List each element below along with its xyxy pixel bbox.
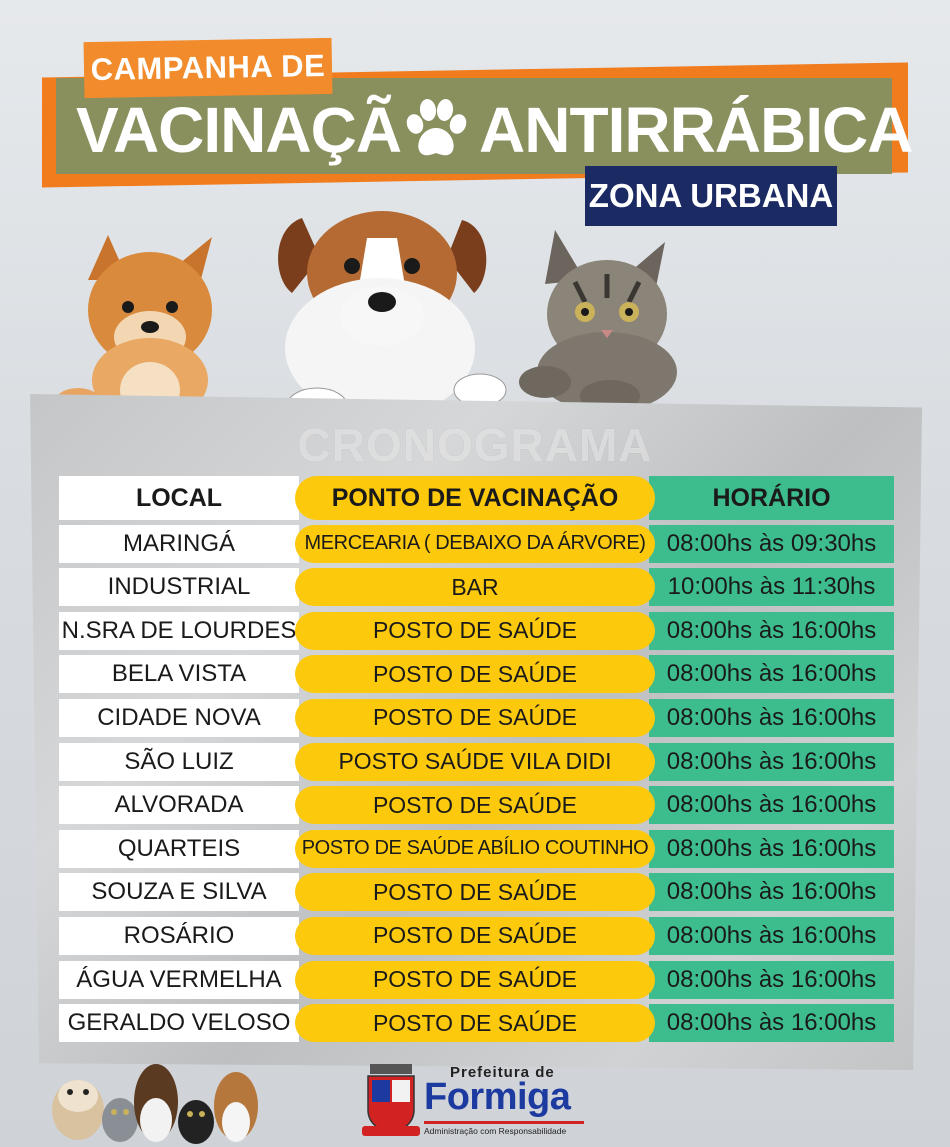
- table-row: ROSÁRIO POSTO DE SAÚDE 08:00hs às 16:00h…: [59, 916, 894, 961]
- row-local: ROSÁRIO: [59, 916, 299, 955]
- row-local: INDUSTRIAL: [59, 568, 299, 607]
- prefeitura-label: Prefeitura de: [450, 1064, 555, 1081]
- row-local: GERALDO VELOSO: [59, 1004, 299, 1043]
- title-left: VACINAÇÃ: [76, 94, 402, 166]
- table-row: BELA VISTA POSTO DE SAÚDE 08:00hs às 16:…: [59, 655, 894, 699]
- header-horario: HORÁRIO: [649, 476, 894, 520]
- table-row: MARINGÁ MERCEARIA ( DEBAIXO DA ÁRVORE) 0…: [59, 524, 894, 569]
- row-ponto: POSTO DE SAÚDE: [295, 916, 655, 955]
- jack-russell-dog-image: [278, 211, 507, 425]
- row-horario: 10:00hs às 11:30hs: [649, 568, 894, 607]
- table-row: ÁGUA VERMELHA POSTO DE SAÚDE 08:00hs às …: [59, 960, 894, 1005]
- row-local: CIDADE NOVA: [59, 698, 299, 737]
- table-row: INDUSTRIAL BAR 10:00hs às 11:30hs: [59, 568, 894, 612]
- row-horario: 08:00hs às 16:00hs: [649, 611, 894, 650]
- row-ponto: POSTO DE SAÚDE: [295, 1004, 655, 1043]
- row-local: BELA VISTA: [59, 655, 299, 694]
- schedule-table: LOCAL PONTO DE VACINAÇÃO HORÁRIO MARINGÁ…: [59, 476, 894, 1048]
- row-local: SÃO LUIZ: [59, 742, 299, 781]
- table-row: ALVORADA POSTO DE SAÚDE 08:00hs às 16:00…: [59, 786, 894, 830]
- table-row: SOUZA E SILVA POSTO DE SAÚDE 08:00hs às …: [59, 873, 894, 917]
- table-row: CIDADE NOVA POSTO DE SAÚDE 08:00hs às 16…: [59, 698, 894, 743]
- table-header-row: LOCAL PONTO DE VACINAÇÃO HORÁRIO: [59, 476, 894, 520]
- tabby-cat-image: [519, 230, 677, 412]
- city-name: Formiga: [424, 1076, 571, 1118]
- row-ponto: BAR: [295, 568, 655, 607]
- row-ponto: POSTO DE SAÚDE: [295, 786, 655, 825]
- row-horario: 08:00hs às 16:00hs: [649, 698, 894, 737]
- table-row: GERALDO VELOSO POSTO DE SAÚDE 08:00hs às…: [59, 1004, 894, 1048]
- zone-tag: ZONA URBANA: [585, 166, 837, 226]
- row-local: ALVORADA: [59, 786, 299, 825]
- table-row: QUARTEIS POSTO DE SAÚDE ABÍLIO COUTINHO …: [59, 829, 894, 874]
- title-right: ANTIRRÁBICA: [479, 94, 913, 166]
- row-horario: 08:00hs às 16:00hs: [649, 1004, 894, 1043]
- row-local: ÁGUA VERMELHA: [59, 960, 299, 999]
- table-row: SÃO LUIZ POSTO SAÚDE VILA DIDI 08:00hs à…: [59, 742, 894, 787]
- row-ponto: POSTO DE SAÚDE: [295, 698, 655, 737]
- row-ponto: POSTO DE SAÚDE: [295, 960, 655, 999]
- city-crest-icon: [362, 1064, 420, 1136]
- row-ponto: POSTO DE SAÚDE: [295, 655, 655, 694]
- paw-icon: [406, 99, 467, 156]
- prefeitura-logo: Prefeitura de Formiga Administração com …: [362, 1062, 602, 1142]
- row-horario: 08:00hs às 09:30hs: [649, 524, 894, 563]
- cronograma-watermark: CRONOGRAMA: [297, 419, 653, 471]
- row-ponto: MERCEARIA ( DEBAIXO DA ÁRVORE): [295, 524, 655, 563]
- row-horario: 08:00hs às 16:00hs: [649, 786, 894, 825]
- header-ponto: PONTO DE VACINAÇÃO: [295, 476, 655, 520]
- row-horario: 08:00hs às 16:00hs: [649, 829, 894, 868]
- row-horario: 08:00hs às 16:00hs: [649, 916, 894, 955]
- row-local: N.SRA DE LOURDES: [59, 611, 299, 650]
- header-local: LOCAL: [59, 476, 299, 520]
- row-horario: 08:00hs às 16:00hs: [649, 655, 894, 694]
- row-ponto: POSTO DE SAÚDE: [295, 873, 655, 912]
- row-ponto: POSTO DE SAÚDE: [295, 611, 655, 650]
- row-local: MARINGÁ: [59, 524, 299, 563]
- logo-slogan: Administração com Responsabilidade: [424, 1126, 567, 1136]
- row-horario: 08:00hs às 16:00hs: [649, 742, 894, 781]
- table-row: N.SRA DE LOURDES POSTO DE SAÚDE 08:00hs …: [59, 611, 894, 656]
- row-local: SOUZA E SILVA: [59, 873, 299, 912]
- logo-divider: [424, 1121, 584, 1124]
- row-horario: 08:00hs às 16:00hs: [649, 873, 894, 912]
- row-ponto: POSTO SAÚDE VILA DIDI: [295, 742, 655, 781]
- row-horario: 08:00hs às 16:00hs: [649, 960, 894, 999]
- row-local: QUARTEIS: [59, 829, 299, 868]
- pets-group-image: [52, 1064, 258, 1144]
- campaign-title: VACINAÇÃ ANTIRRÁBICA: [76, 90, 913, 170]
- row-ponto: POSTO DE SAÚDE ABÍLIO COUTINHO: [295, 829, 655, 868]
